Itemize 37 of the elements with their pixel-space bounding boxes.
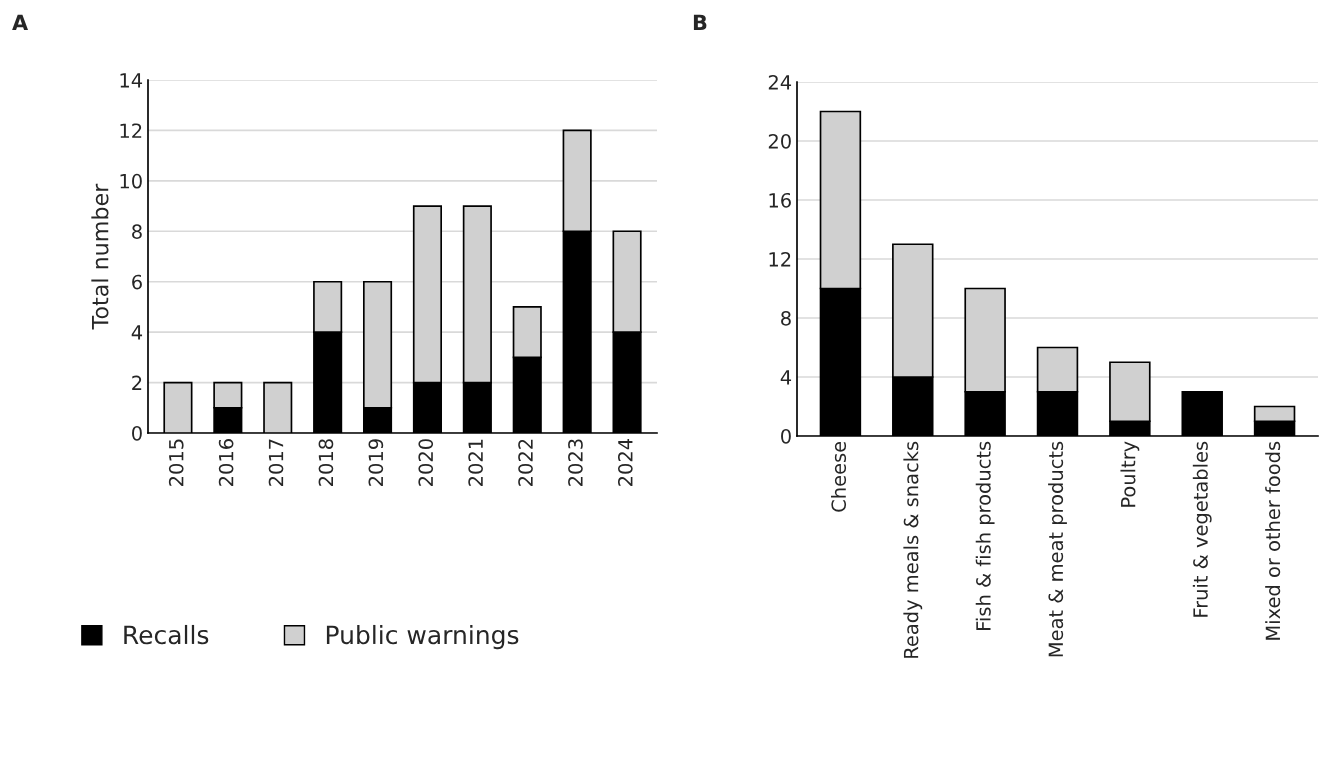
x-tick-label: 2016 bbox=[218, 439, 234, 486]
y-tick-label: 20 bbox=[768, 133, 791, 149]
y-tick-label: 12 bbox=[120, 123, 142, 138]
x-tick-label: 2018 bbox=[318, 439, 334, 486]
x-tick-label: 2023 bbox=[568, 439, 583, 486]
x-tick-label: Poultry bbox=[1120, 441, 1140, 507]
x-tick-label: Cheese bbox=[831, 441, 847, 512]
x-tick-label: 2022 bbox=[518, 439, 533, 486]
x-tick-label: Mixed or other foods bbox=[1265, 441, 1281, 640]
x-tick-label: 2024 bbox=[617, 438, 633, 486]
x-tick-label: Meat & meat products bbox=[1048, 441, 1067, 657]
x-tick-label: 2015 bbox=[168, 439, 184, 486]
y-tick-label: 4 bbox=[131, 325, 143, 340]
y-tick-label: 16 bbox=[769, 192, 791, 208]
x-tick-label: 2019 bbox=[368, 439, 384, 486]
y-tick-label: 24 bbox=[768, 74, 792, 90]
chart-title: A bbox=[12, 14, 29, 30]
x-tick-label: Fish & fish products bbox=[975, 441, 995, 630]
x-tick-label: 2020 bbox=[418, 439, 434, 486]
y-tick-label: 8 bbox=[781, 310, 791, 326]
y-tick-label: 14 bbox=[120, 73, 143, 88]
x-tick-label: 2017 bbox=[268, 439, 284, 486]
y-tick-label: 0 bbox=[132, 425, 142, 441]
y-tick-label: 12 bbox=[769, 251, 791, 267]
y-tick-label: 8 bbox=[132, 224, 142, 239]
x-tick-label: Fruit & vegetables bbox=[1192, 441, 1212, 617]
y-tick-label: 6 bbox=[132, 274, 142, 290]
y-tick-label: 2 bbox=[132, 375, 142, 390]
legend-label: Recalls bbox=[124, 624, 209, 645]
y-tick-label: 0 bbox=[781, 428, 791, 444]
x-tick-label: Ready meals & snacks bbox=[903, 441, 923, 658]
y-tick-label: 10 bbox=[120, 173, 142, 189]
y-axis-title: Total number bbox=[91, 183, 109, 330]
chart-title: B bbox=[693, 14, 707, 30]
legend-label: Public warnings bbox=[326, 624, 519, 650]
x-tick-label: 2021 bbox=[468, 439, 483, 486]
y-tick-label: 4 bbox=[780, 370, 792, 385]
